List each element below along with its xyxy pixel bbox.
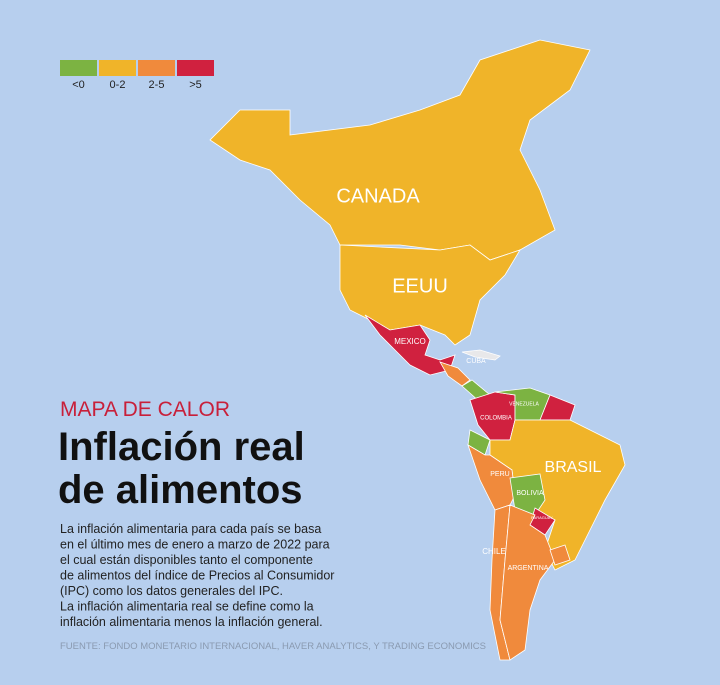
legend-swatch	[177, 60, 214, 76]
description-line: de alimentos del índice de Precios al Co…	[60, 569, 334, 583]
cuba	[461, 349, 501, 361]
legend-label: 0-2	[110, 79, 126, 91]
region-label: BRASIL	[545, 459, 602, 476]
legend-label: >5	[189, 79, 202, 91]
bolivia	[509, 473, 546, 516]
legend: <0 0-2 2-5 >5	[60, 60, 214, 91]
mexico	[364, 314, 456, 376]
region-label: CANADA	[336, 185, 420, 207]
legend-label: <0	[72, 79, 85, 91]
title: de alimentos	[58, 468, 303, 512]
region-label: COLOMBIA	[480, 416, 512, 422]
description-line: (IPC) como los datos generales del IPC.	[60, 584, 283, 598]
region-label: CUBA	[466, 358, 486, 365]
region-label: PARAGUAY	[531, 515, 553, 520]
description-line: en el último mes de enero a marzo de 202…	[60, 538, 330, 552]
region-label: EEUU	[392, 275, 448, 297]
central-america	[439, 361, 471, 387]
description-line: La inflación alimentaria para cada país …	[60, 522, 321, 536]
kicker: MAPA DE CALOR	[60, 398, 230, 421]
region-label: PERU	[490, 471, 509, 478]
uruguay	[549, 544, 571, 566]
description-line: inflación alimentaria menos la inflación…	[60, 615, 323, 629]
legend-swatch	[60, 60, 97, 76]
region-label: VENEZUELA	[509, 401, 539, 407]
argentina	[499, 504, 556, 661]
description-line: el cual están disponibles tanto el compo…	[60, 553, 313, 567]
title: Inflación real	[58, 425, 305, 469]
legend-swatch	[138, 60, 175, 76]
region-label: ARGENTINA	[508, 565, 549, 572]
region-label: CHILE	[482, 547, 506, 556]
source: FUENTE: FONDO MONETARIO INTERNACIONAL, H…	[60, 641, 486, 652]
region-label: BOLIVIA	[516, 490, 544, 497]
description-line: La inflación alimentaria real se define …	[60, 600, 314, 614]
legend-label: 2-5	[149, 79, 165, 91]
description: La inflación alimentaria para cada país …	[60, 522, 334, 629]
usa	[339, 244, 521, 346]
region-label: MEXICO	[394, 337, 426, 346]
legend-swatch	[99, 60, 136, 76]
